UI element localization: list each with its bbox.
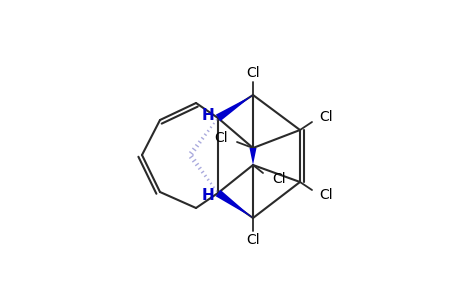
- Text: H: H: [201, 109, 214, 124]
- Text: H: H: [201, 188, 214, 203]
- Text: Cl: Cl: [246, 233, 259, 247]
- Polygon shape: [215, 95, 252, 121]
- Polygon shape: [249, 148, 256, 165]
- Text: Cl: Cl: [246, 66, 259, 80]
- Polygon shape: [215, 190, 252, 218]
- Text: Cl: Cl: [319, 110, 332, 124]
- Text: Cl: Cl: [272, 172, 285, 186]
- Text: Cl: Cl: [319, 188, 332, 202]
- Text: Cl: Cl: [214, 131, 227, 145]
